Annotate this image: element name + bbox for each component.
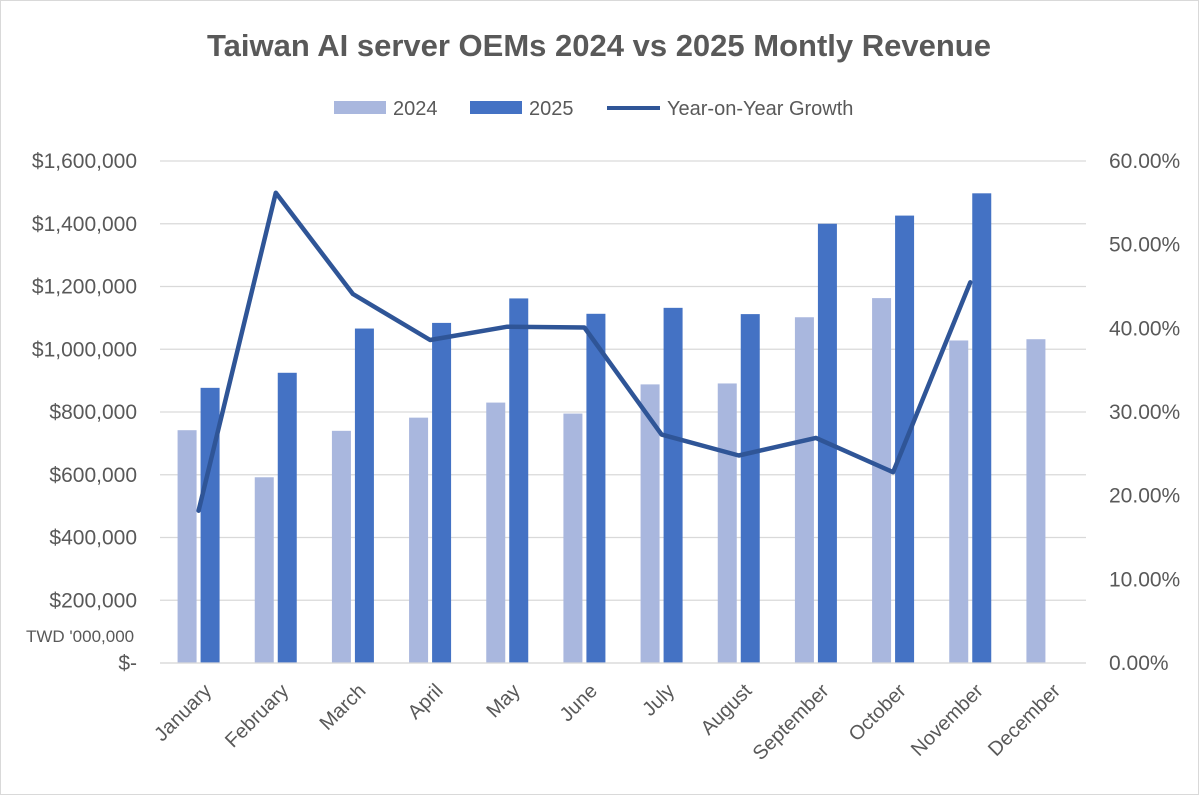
bar-2024-september — [794, 317, 814, 663]
x-tick-label: August — [697, 680, 757, 740]
bar-2024-june — [563, 413, 583, 663]
y-tick-label-right: 0.00% — [1109, 652, 1169, 675]
y-tick-label-left: $400,000 — [49, 527, 137, 550]
bar-2025-april — [432, 322, 452, 663]
y-tick-label-right: 20.00% — [1109, 485, 1180, 508]
bar-2024-february — [254, 477, 274, 663]
legend-swatch-2024 — [334, 101, 386, 114]
chart-title: Taiwan AI server OEMs 2024 vs 2025 Montl… — [207, 28, 991, 63]
bar-2025-january — [200, 387, 220, 663]
bar-2024-october — [872, 298, 892, 663]
y-tick-label-right: 30.00% — [1109, 401, 1180, 424]
legend-label-2025: 2025 — [529, 98, 574, 120]
y-tick-label-left: $1,000,000 — [32, 338, 137, 361]
y-tick-label-left: $600,000 — [49, 464, 137, 487]
bar-2024-december — [1026, 339, 1046, 663]
y-axis-unit-label: TWD '000,000 — [26, 627, 134, 646]
bar-2025-november — [972, 193, 992, 663]
bar-2024-august — [717, 383, 737, 663]
y-tick-label-left: $800,000 — [49, 401, 137, 424]
x-tick-label: April — [404, 680, 448, 724]
y-tick-label-left: $- — [118, 652, 137, 675]
x-tick-label: March — [316, 680, 371, 735]
bar-2025-june — [586, 313, 606, 663]
x-tick-label: November — [907, 680, 988, 761]
x-tick-label: May — [483, 680, 525, 722]
bar-2024-march — [331, 430, 351, 663]
growth-line-group — [196, 190, 973, 513]
bar-2024-july — [640, 384, 660, 663]
bar-2024-may — [486, 402, 506, 663]
legend-label-2024: 2024 — [393, 98, 438, 120]
bar-2024-january — [177, 430, 197, 663]
gridlines — [160, 160, 1086, 664]
y-tick-label-left: $1,200,000 — [32, 276, 137, 299]
legend: 2024 2025 Year-on-Year Growth — [334, 98, 853, 120]
bar-2024-april — [409, 417, 429, 663]
y-tick-label-left: $1,400,000 — [32, 213, 137, 236]
legend-label-growth: Year-on-Year Growth — [667, 98, 853, 120]
x-tick-label: October — [845, 680, 911, 746]
growth-line — [196, 190, 973, 513]
x-tick-label: September — [749, 680, 834, 765]
x-tick-label: February — [221, 680, 293, 752]
x-tick-label: December — [984, 680, 1065, 761]
y-tick-label-right: 60.00% — [1109, 150, 1180, 173]
bar-2025-may — [509, 298, 529, 663]
x-axis: January February March April May June July Augu… — [150, 680, 1065, 765]
bar-2025-july — [663, 307, 683, 663]
x-tick-label: July — [638, 680, 679, 721]
bar-2025-august — [740, 314, 760, 663]
y-tick-label-left: $200,000 — [49, 589, 137, 612]
y-axis-right: 0.00% 10.00% 20.00% 30.00% 40.00% 50.00% 60.00… — [1109, 150, 1180, 675]
bars — [160, 193, 1086, 664]
x-tick-label: January — [150, 680, 216, 746]
y-tick-label-right: 40.00% — [1109, 317, 1180, 340]
bar-2024-november — [949, 340, 969, 663]
y-tick-label-left: $1,600,000 — [32, 150, 137, 173]
y-tick-label-right: 50.00% — [1109, 234, 1180, 257]
y-axis-left: $- $200,000 $400,000 $600,000 $800,000 $1,000… — [32, 150, 137, 675]
x-tick-label: June — [556, 680, 602, 726]
bar-2025-march — [354, 328, 374, 663]
bar-2025-february — [277, 372, 297, 663]
legend-swatch-2025 — [470, 101, 522, 114]
y-tick-label-right: 10.00% — [1109, 568, 1180, 591]
